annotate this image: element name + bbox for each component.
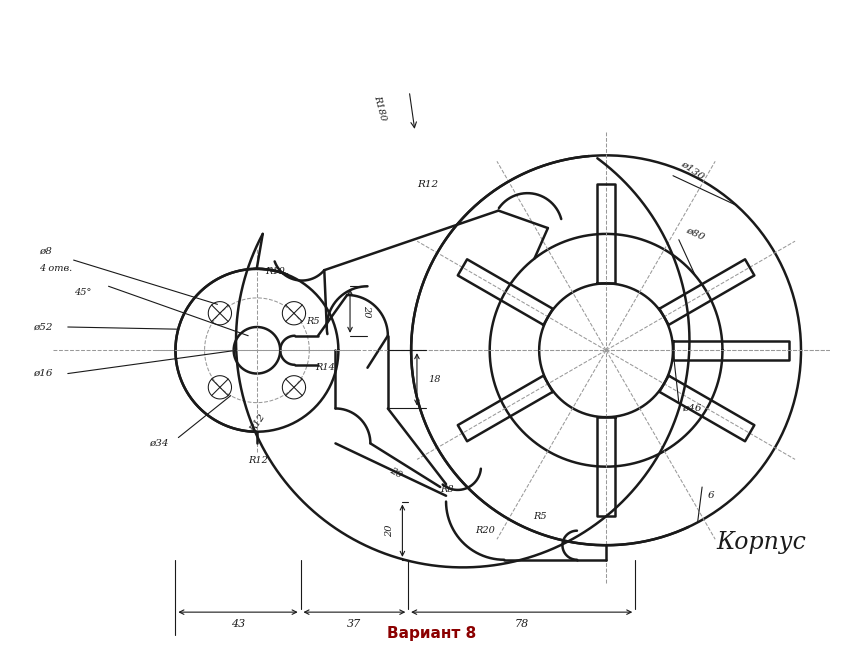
Text: R12: R12 bbox=[249, 412, 267, 434]
Text: ø8: ø8 bbox=[39, 247, 52, 256]
Text: R10: R10 bbox=[266, 267, 286, 276]
Text: R20: R20 bbox=[476, 526, 495, 535]
Text: 18: 18 bbox=[429, 375, 441, 384]
Text: 6: 6 bbox=[708, 491, 715, 500]
Text: 43: 43 bbox=[231, 619, 245, 628]
Text: R180: R180 bbox=[372, 95, 387, 122]
Text: R8: R8 bbox=[440, 485, 454, 494]
Text: Вариант 8: Вариант 8 bbox=[387, 627, 476, 641]
Text: 20: 20 bbox=[385, 525, 394, 537]
Text: 78: 78 bbox=[514, 619, 529, 628]
Text: R5: R5 bbox=[533, 511, 547, 521]
Text: Корпус: Корпус bbox=[716, 530, 807, 554]
Text: R12: R12 bbox=[249, 456, 268, 466]
Text: 4 отв.: 4 отв. bbox=[39, 264, 72, 273]
Text: R14: R14 bbox=[315, 363, 335, 372]
Text: 45°: 45° bbox=[73, 288, 91, 296]
Text: ø80: ø80 bbox=[684, 226, 706, 242]
Text: 20: 20 bbox=[387, 466, 403, 479]
Text: ø52: ø52 bbox=[33, 322, 53, 332]
Text: 20: 20 bbox=[362, 305, 371, 317]
Text: ø34: ø34 bbox=[149, 439, 169, 448]
Text: R5: R5 bbox=[306, 317, 320, 326]
Text: ø130: ø130 bbox=[679, 159, 705, 181]
Text: 37: 37 bbox=[347, 619, 362, 628]
Text: ø46: ø46 bbox=[682, 404, 702, 413]
Text: ø16: ø16 bbox=[33, 369, 53, 378]
Text: R12: R12 bbox=[417, 180, 438, 189]
